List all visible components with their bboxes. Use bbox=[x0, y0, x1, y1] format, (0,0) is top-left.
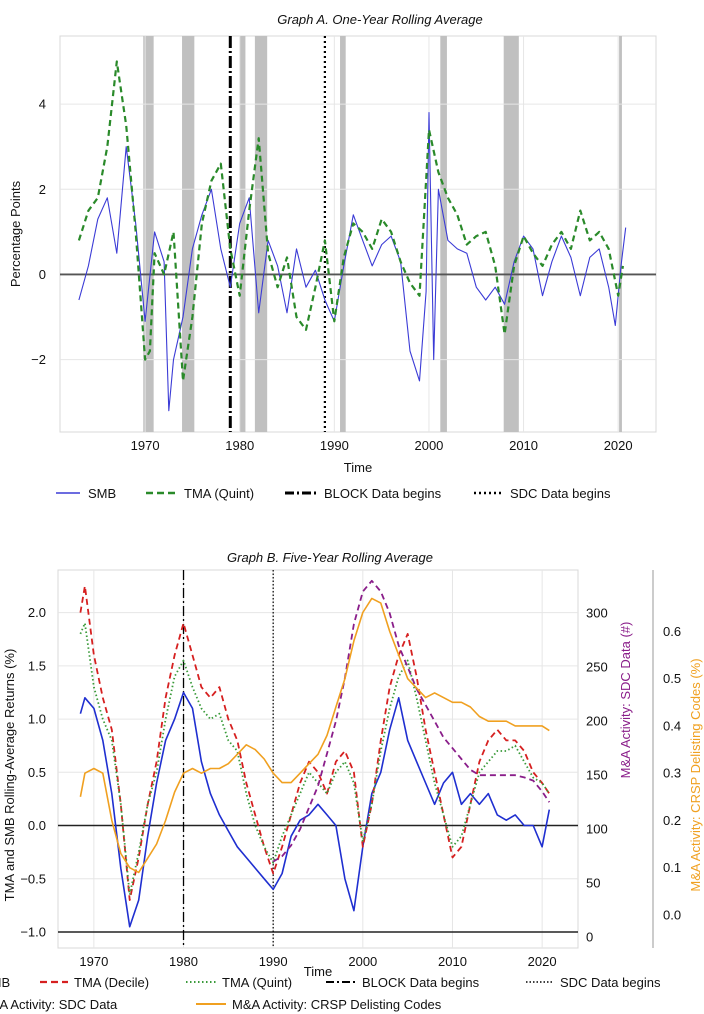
y2-tick-label: 200 bbox=[586, 714, 608, 729]
graph-b-y-label-left: TMA and SMB Rolling-Average Returns (%) bbox=[2, 649, 17, 902]
recession-band-4 bbox=[340, 36, 346, 432]
y3-tick-label: 0.2 bbox=[663, 813, 681, 828]
y2-tick-label: 150 bbox=[586, 768, 608, 783]
y3-tick-label: 0.1 bbox=[663, 860, 681, 875]
recession-band-6 bbox=[503, 36, 519, 432]
y-tick-label: 2.0 bbox=[28, 605, 46, 620]
y2-tick-label: 300 bbox=[586, 606, 608, 621]
graph-a-legend-tma: TMA (Quint) bbox=[184, 486, 254, 501]
series-line-0 bbox=[78, 112, 627, 412]
graph-b-data-start-markers bbox=[182, 570, 274, 948]
graph-a-recession-bands bbox=[143, 36, 622, 432]
graph-b-legend-sdc: SDC Data begins bbox=[560, 975, 661, 990]
graph-a-x-label: Time bbox=[344, 460, 372, 475]
series-line-4 bbox=[79, 597, 550, 874]
graph-b-legend-sdc-activity: M&A Activity: SDC Data bbox=[0, 997, 118, 1012]
y3-tick-label: 0.0 bbox=[663, 907, 681, 922]
x-tick-label: 1970 bbox=[131, 438, 160, 453]
graph-b-legend-smb: SMB bbox=[0, 975, 10, 990]
x-tick-label: 1990 bbox=[320, 438, 349, 453]
x-tick-label: 2000 bbox=[414, 438, 443, 453]
series-line-1 bbox=[77, 60, 624, 382]
graph-a-legend-smb: SMB bbox=[88, 486, 116, 501]
graph-b-x-label: Time bbox=[304, 964, 332, 979]
recession-band-1 bbox=[182, 36, 195, 432]
y2-tick-label: 250 bbox=[586, 660, 608, 675]
y-tick-label: −2 bbox=[31, 352, 46, 367]
x-tick-label: 2020 bbox=[528, 954, 557, 969]
graph-a-data-start-markers bbox=[228, 36, 326, 432]
recession-band-5 bbox=[440, 36, 447, 432]
graph-a-y-label: Percentage Points bbox=[8, 180, 23, 287]
graph-b-title: Graph B. Five-Year Rolling Average bbox=[227, 550, 433, 565]
graph-a-x-ticks: 1970 1980 1990 2000 2010 2020 bbox=[131, 438, 633, 453]
graph-a: Graph A. One-Year Rolling Average 1970 19… bbox=[8, 12, 657, 501]
graph-b-y-ticks-crsp: 0.0 0.1 0.2 0.3 0.4 0.5 0.6 bbox=[663, 624, 681, 923]
graph-b-y-ticks-sdc: 0 50 100 150 200 250 300 bbox=[586, 606, 608, 945]
y-tick-label: 2 bbox=[39, 182, 46, 197]
x-tick-label: 2000 bbox=[348, 954, 377, 969]
graph-b-series bbox=[79, 579, 551, 928]
graph-b-y-ticks-left: −1.0 −0.5 0.0 0.5 1.0 1.5 2.0 bbox=[20, 605, 46, 939]
graph-b-legend-decile: TMA (Decile) bbox=[74, 975, 149, 990]
recession-band-2 bbox=[239, 36, 246, 432]
series-line-0 bbox=[79, 691, 551, 928]
series-line-3 bbox=[272, 579, 551, 863]
x-tick-label: 1990 bbox=[259, 954, 288, 969]
graph-a-plot-area bbox=[59, 35, 657, 433]
graph-a-legend-block: BLOCK Data begins bbox=[324, 486, 442, 501]
graph-a-title: Graph A. One-Year Rolling Average bbox=[277, 12, 482, 27]
graph-a-legend-sdc: SDC Data begins bbox=[510, 486, 611, 501]
recession-band-3 bbox=[254, 36, 268, 432]
series-line-2 bbox=[79, 622, 551, 896]
graph-a-series bbox=[77, 60, 627, 412]
graph-b-y-label-crsp: M&A Activity: CRSP Delisting Codes (%) bbox=[688, 658, 703, 891]
graph-b-legend-quint: TMA (Quint) bbox=[222, 975, 292, 990]
series-line-1 bbox=[79, 585, 551, 901]
y-tick-label: −0.5 bbox=[20, 871, 46, 886]
graph-b-legend: SMB TMA (Decile) TMA (Quint) BLOCK Data … bbox=[0, 975, 661, 1012]
y2-tick-label: 0 bbox=[586, 930, 593, 945]
graph-b-x-ticks: 1970 1980 1990 2000 2010 2020 bbox=[79, 954, 556, 969]
x-tick-label: 2010 bbox=[509, 438, 538, 453]
x-tick-label: 1980 bbox=[169, 954, 198, 969]
y3-tick-label: 0.3 bbox=[663, 766, 681, 781]
y-tick-label: 1.5 bbox=[28, 658, 46, 673]
y-tick-label: −1.0 bbox=[20, 925, 46, 940]
graph-b-y-label-sdc: M&A Activity: SDC Data (#) bbox=[618, 622, 633, 779]
graph-b-plot-area bbox=[57, 569, 579, 949]
graph-a-y-ticks: −2 0 2 4 bbox=[31, 97, 46, 367]
recession-band-7 bbox=[619, 36, 622, 432]
graph-b: Graph B. Five-Year Rolling Average 1970 1… bbox=[0, 550, 703, 1012]
graph-a-gridlines bbox=[60, 36, 656, 432]
y3-tick-label: 0.5 bbox=[663, 671, 681, 686]
y-tick-label: 1.0 bbox=[28, 712, 46, 727]
graph-b-legend-block: BLOCK Data begins bbox=[362, 975, 480, 990]
graph-b-legend-crsp-activity: M&A Activity: CRSP Delisting Codes bbox=[232, 997, 442, 1012]
x-tick-label: 1980 bbox=[225, 438, 254, 453]
y-tick-label: 0.5 bbox=[28, 765, 46, 780]
x-tick-label: 1970 bbox=[79, 954, 108, 969]
y3-tick-label: 0.4 bbox=[663, 718, 681, 733]
y-tick-label: 0.0 bbox=[28, 818, 46, 833]
y-tick-label: 4 bbox=[39, 97, 46, 112]
y-tick-label: 0 bbox=[39, 267, 46, 282]
x-tick-label: 2010 bbox=[438, 954, 467, 969]
y2-tick-label: 100 bbox=[586, 822, 608, 837]
y3-tick-label: 0.6 bbox=[663, 624, 681, 639]
graph-a-legend: SMB TMA (Quint) BLOCK Data begins SDC Da… bbox=[56, 486, 611, 501]
x-tick-label: 2020 bbox=[604, 438, 633, 453]
y2-tick-label: 50 bbox=[586, 876, 600, 891]
recession-band-0 bbox=[143, 36, 154, 432]
